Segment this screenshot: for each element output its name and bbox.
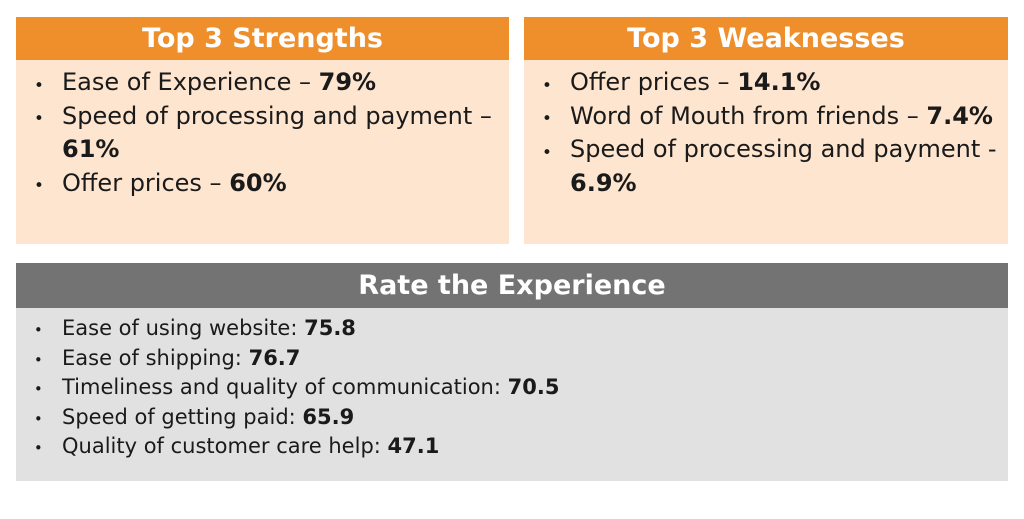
panel-title: Rate the Experience bbox=[16, 263, 1008, 308]
list-item: Ease of Experience – 79% bbox=[34, 66, 509, 101]
item-value: 6.9% bbox=[570, 168, 637, 197]
list: Offer prices – 14.1%Word of Mouth from f… bbox=[524, 60, 1008, 200]
panel-body: Ease of Experience – 79%Speed of process… bbox=[16, 60, 509, 244]
item-value: 61% bbox=[62, 135, 120, 163]
list-item: Speed of processing and payment - 6.9% bbox=[542, 133, 1008, 200]
list-item: Offer prices – 14.1% bbox=[542, 66, 1008, 101]
item-value: 79% bbox=[318, 68, 377, 96]
list-item: Timeliness and quality of communication:… bbox=[34, 373, 1008, 404]
item-label: Offer prices – bbox=[570, 68, 730, 96]
item-label: Speed of processing and payment - bbox=[570, 135, 997, 163]
item-label: Quality of customer care help: bbox=[62, 434, 381, 458]
list-item: Ease of using website: 75.8 bbox=[34, 314, 1008, 345]
panel-title: Top 3 Weaknesses bbox=[524, 17, 1008, 60]
item-value: 76.7 bbox=[248, 345, 301, 370]
strengths-panel: Top 3 Strengths Ease of Experience – 79%… bbox=[16, 17, 509, 244]
list: Ease of using website: 75.8Ease of shipp… bbox=[16, 308, 1008, 463]
item-label: Ease of using website: bbox=[62, 316, 298, 340]
list-item: Ease of shipping: 76.7 bbox=[34, 344, 1008, 375]
panel-body: Offer prices – 14.1%Word of Mouth from f… bbox=[524, 60, 1008, 244]
item-label: Ease of Experience – bbox=[62, 68, 311, 96]
list: Ease of Experience – 79%Speed of process… bbox=[16, 60, 509, 202]
item-label: Word of Mouth from friends – bbox=[570, 101, 919, 130]
list-item: Offer prices – 60% bbox=[34, 167, 509, 202]
panel-body: Ease of using website: 75.8Ease of shipp… bbox=[16, 308, 1008, 481]
item-label: Offer prices – bbox=[62, 168, 222, 197]
item-value: 7.4% bbox=[926, 101, 993, 130]
item-value: 70.5 bbox=[507, 375, 560, 399]
item-label: Speed of processing and payment – bbox=[62, 101, 492, 130]
item-label: Ease of shipping: bbox=[62, 345, 242, 370]
panel-title: Top 3 Strengths bbox=[16, 17, 509, 60]
item-value: 65.9 bbox=[302, 404, 355, 429]
item-value: 60% bbox=[229, 168, 287, 197]
list-item: Quality of customer care help: 47.1 bbox=[34, 432, 1008, 463]
weaknesses-panel: Top 3 Weaknesses Offer prices – 14.1%Wor… bbox=[524, 17, 1008, 244]
item-value: 14.1% bbox=[737, 68, 821, 96]
item-value: 47.1 bbox=[387, 434, 440, 458]
list-item: Speed of getting paid: 65.9 bbox=[34, 403, 1008, 434]
rating-panel: Rate the Experience Ease of using websit… bbox=[16, 263, 1008, 481]
list-item: Word of Mouth from friends – 7.4% bbox=[542, 100, 1008, 135]
list-item: Speed of processing and payment – 61% bbox=[34, 100, 509, 167]
item-value: 75.8 bbox=[304, 316, 356, 340]
item-label: Speed of getting paid: bbox=[62, 404, 296, 429]
item-label: Timeliness and quality of communication: bbox=[62, 375, 501, 399]
